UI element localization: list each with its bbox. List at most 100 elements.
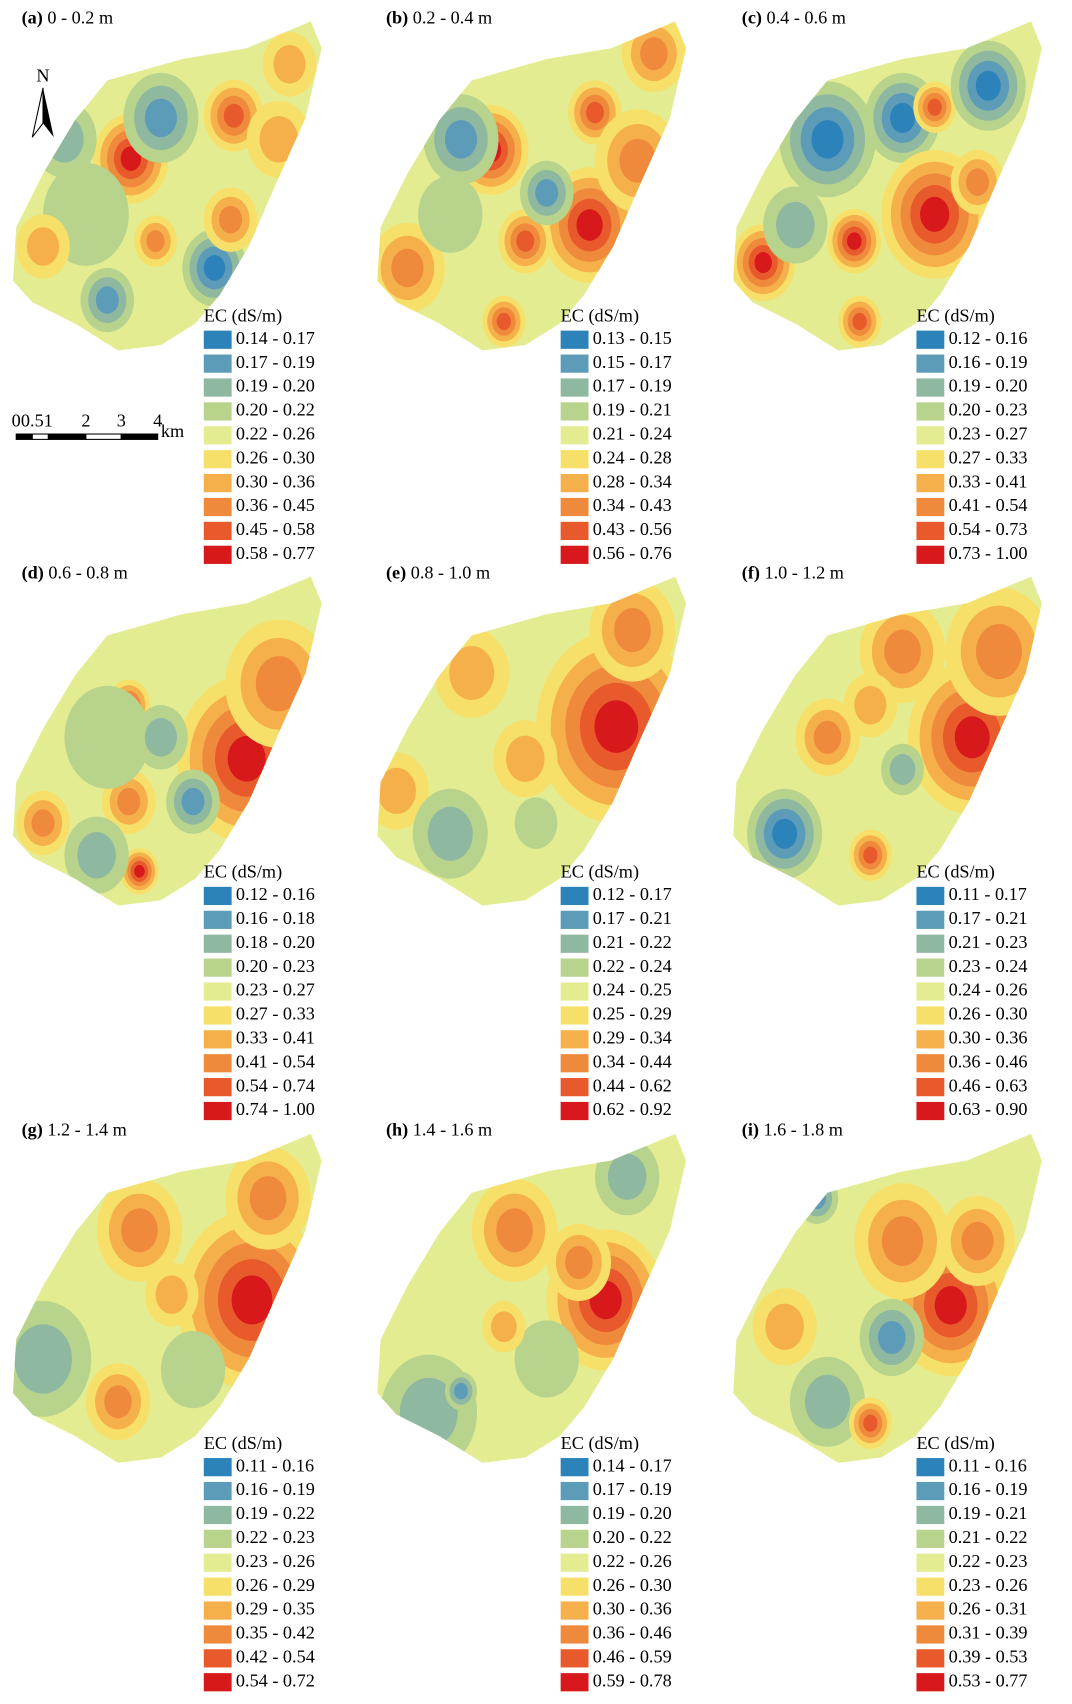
legend-swatch bbox=[560, 982, 589, 1001]
panel-title: (a) 0 - 0.2 m bbox=[22, 7, 114, 28]
map-zone bbox=[846, 232, 862, 250]
legend-label: 0.11 - 0.16 bbox=[236, 1455, 314, 1475]
legend-title: EC (dS/m) bbox=[916, 1433, 994, 1454]
legend-swatch bbox=[203, 545, 232, 564]
map-zone bbox=[854, 685, 887, 725]
legend-swatch bbox=[560, 1030, 589, 1049]
north-arrow bbox=[31, 87, 44, 138]
legend-label: 0.20 - 0.23 bbox=[236, 956, 315, 976]
panel-title: (i) 1.6 - 1.8 m bbox=[742, 1120, 843, 1141]
map-zone bbox=[144, 98, 177, 138]
legend-swatch bbox=[560, 1601, 589, 1620]
legend-swatch bbox=[203, 958, 232, 977]
map-zone bbox=[31, 809, 55, 837]
legend-swatch bbox=[203, 330, 232, 349]
legend-label: 0.20 - 0.22 bbox=[236, 400, 315, 420]
panel-label: (a) bbox=[22, 7, 43, 28]
legend-swatch bbox=[560, 497, 589, 517]
panel: (d) 0.6 - 0.8 m EC (dS/m)0.12 - 0.16 0.16 … bbox=[13, 563, 322, 1121]
legend-swatch bbox=[916, 934, 945, 953]
panel: (e) 0.8 - 1.0 m EC (dS/m)0.12 - 0.17 0.17 … bbox=[377, 563, 687, 1121]
map-zone bbox=[77, 832, 116, 879]
legend-label: 0.22 - 0.23 bbox=[236, 1527, 315, 1547]
map-zone bbox=[505, 735, 545, 782]
legend-label: 0.36 - 0.45 bbox=[236, 495, 315, 515]
legend-label: 0.23 - 0.26 bbox=[236, 1551, 315, 1571]
legend-swatch bbox=[916, 1673, 945, 1692]
map-zone bbox=[776, 201, 815, 249]
legend-swatch bbox=[560, 1481, 589, 1501]
legend-label: 0.63 - 0.90 bbox=[949, 1099, 1028, 1119]
legend-swatch bbox=[916, 545, 945, 564]
legend-label: 0.53 - 0.77 bbox=[949, 1670, 1028, 1690]
map-zone bbox=[890, 102, 916, 133]
map-zone bbox=[514, 797, 558, 849]
map-zone bbox=[514, 1320, 579, 1398]
legend-label: 0.30 - 0.36 bbox=[593, 1599, 672, 1619]
map-zone bbox=[418, 175, 483, 253]
legend-label: 0.17 - 0.19 bbox=[593, 1479, 672, 1499]
legend-label: 0.26 - 0.30 bbox=[949, 1004, 1028, 1024]
legend-swatch bbox=[203, 886, 232, 906]
map-zone bbox=[273, 45, 306, 84]
map-zone bbox=[427, 806, 473, 861]
panel: (f) 1.0 - 1.2 m EC (dS/m)0.11 - 0.17 0.17 … bbox=[733, 563, 1042, 1121]
legend-label: 0.45 - 0.58 bbox=[236, 519, 315, 539]
map bbox=[13, 1133, 322, 1463]
panel-depth: 0.2 - 0.4 m bbox=[413, 7, 492, 27]
legend-swatch bbox=[916, 1649, 945, 1668]
legend-label: 0.46 - 0.59 bbox=[593, 1647, 672, 1667]
map-zone bbox=[496, 1208, 533, 1253]
legend-label: 0.21 - 0.22 bbox=[593, 932, 672, 952]
scale-segment bbox=[85, 433, 122, 440]
legend-label: 0.54 - 0.73 bbox=[949, 519, 1028, 539]
legend-label: 0.20 - 0.22 bbox=[593, 1527, 672, 1547]
legend-label: 0.19 - 0.20 bbox=[236, 376, 315, 396]
scale-segment bbox=[31, 433, 49, 440]
legend-swatch bbox=[916, 1101, 945, 1121]
legend-label: 0.24 - 0.25 bbox=[593, 980, 672, 1000]
legend-label: 0.22 - 0.26 bbox=[593, 1551, 672, 1571]
legend-label: 0.23 - 0.27 bbox=[949, 423, 1028, 443]
map bbox=[377, 1133, 687, 1463]
map-zone bbox=[801, 1179, 833, 1217]
map-zone bbox=[927, 98, 942, 116]
legend-swatch bbox=[560, 1505, 589, 1525]
legend-swatch bbox=[560, 545, 589, 564]
scale-label: 0.5 bbox=[21, 410, 44, 430]
map-zone bbox=[975, 70, 1001, 101]
legend-swatch bbox=[560, 474, 589, 493]
map-zone bbox=[155, 1275, 188, 1314]
legend-swatch bbox=[560, 521, 589, 541]
panel-title: (h) 1.4 - 1.6 m bbox=[386, 1120, 492, 1141]
scale-label: 2 bbox=[81, 410, 90, 430]
legend-label: 0.20 - 0.23 bbox=[949, 400, 1028, 420]
legend-label: 0.18 - 0.20 bbox=[236, 932, 315, 952]
legend-swatch bbox=[203, 1054, 232, 1073]
map bbox=[377, 576, 687, 906]
legend-label: 0.33 - 0.41 bbox=[236, 1028, 315, 1048]
map-zone bbox=[863, 1414, 878, 1432]
legend-swatch bbox=[916, 1553, 945, 1572]
scale-label: 3 bbox=[117, 410, 126, 430]
legend-label: 0.26 - 0.30 bbox=[236, 447, 315, 467]
legend-swatch bbox=[560, 402, 589, 421]
map-zone bbox=[976, 624, 1022, 680]
legend-title: EC (dS/m) bbox=[561, 1433, 639, 1454]
legend-swatch bbox=[560, 1006, 589, 1025]
legend-swatch bbox=[916, 1529, 945, 1548]
legend-swatch bbox=[560, 958, 589, 977]
legend-swatch bbox=[203, 426, 232, 445]
legend-label: 0.16 - 0.19 bbox=[236, 1479, 315, 1499]
legend-swatch bbox=[203, 1030, 232, 1049]
legend-title: EC (dS/m) bbox=[204, 1433, 282, 1454]
panel-depth: 0.6 - 0.8 m bbox=[48, 563, 127, 583]
panel-title: (d) 0.6 - 0.8 m bbox=[22, 563, 128, 584]
map-zone bbox=[449, 646, 495, 701]
legend-label: 0.24 - 0.28 bbox=[593, 447, 672, 467]
map-zone bbox=[813, 720, 842, 754]
map-zone bbox=[223, 103, 244, 128]
legend-label: 0.59 - 0.78 bbox=[593, 1670, 672, 1690]
legend-label: 0.17 - 0.21 bbox=[949, 908, 1028, 928]
map-zone bbox=[878, 1320, 906, 1355]
